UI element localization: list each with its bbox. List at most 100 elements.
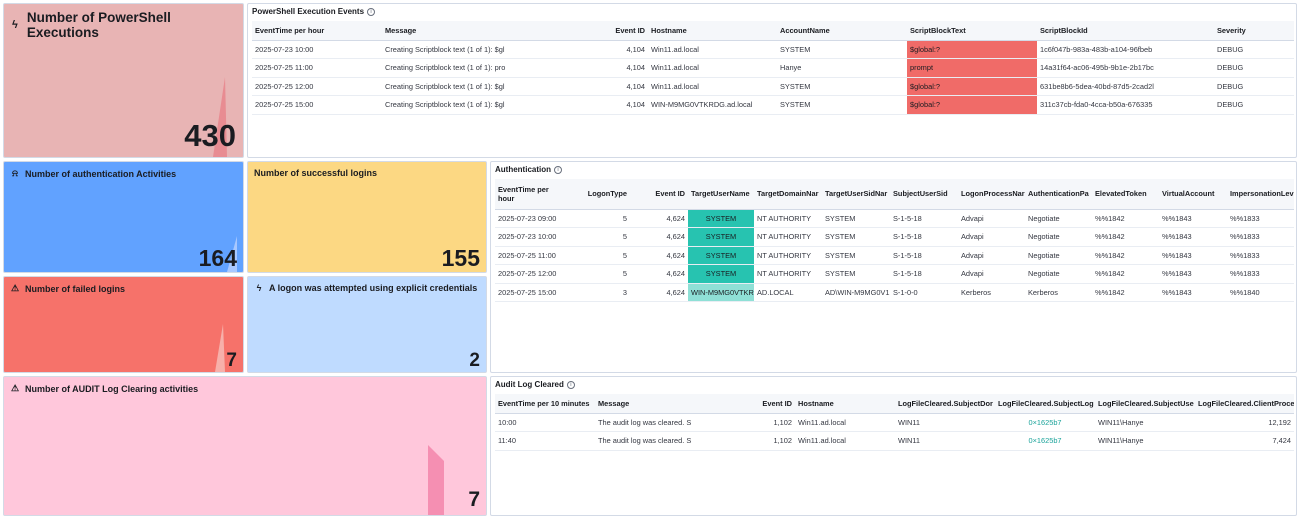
column-header[interactable]: ImpersonationLev xyxy=(1227,179,1294,210)
table-cell: DEBUG xyxy=(1214,95,1294,115)
table-cell: Win11.ad.local xyxy=(648,40,777,59)
column-header[interactable]: Hostname xyxy=(648,21,777,41)
table-cell: WIN11 xyxy=(895,431,995,451)
metric-title: ⚠ Number of failed logins xyxy=(10,283,126,294)
table-row[interactable]: 2025-07-25 15:00 Creating Scriptblock te… xyxy=(252,95,1294,115)
table-row[interactable]: 2025-07-25 15:00 3 4,624 WIN-M9MG0VTKR A… xyxy=(495,283,1294,302)
column-header[interactable]: Severity xyxy=(1214,21,1294,41)
table-cell: S-1-0-0 xyxy=(890,283,958,302)
column-header[interactable]: Event ID xyxy=(554,21,648,41)
column-header[interactable]: LogFileCleared.ClientProce xyxy=(1195,394,1294,414)
metric-powershell-executions[interactable]: ϟ Number of PowerShell Executions 430 xyxy=(3,3,244,158)
sparkline xyxy=(213,77,227,157)
panel-title: Audit Log Cleared i xyxy=(495,380,575,389)
table-cell: 11:40 xyxy=(495,431,595,451)
column-header[interactable]: LogFileCleared.SubjectLog xyxy=(995,394,1095,414)
table-cell: 12,192 xyxy=(1195,413,1294,432)
table-cell: The audit log was cleared. S xyxy=(595,413,695,432)
info-icon[interactable]: i xyxy=(566,380,575,389)
table-row[interactable]: 2025-07-23 10:00 5 4,624 SYSTEM NT AUTHO… xyxy=(495,227,1294,247)
table-cell-highlight: $global:? xyxy=(907,95,1037,115)
column-header[interactable]: TargetUserName xyxy=(688,179,754,210)
metric-explicit-credentials[interactable]: ϟ A logon was attempted using explicit c… xyxy=(247,276,487,373)
table-cell: 2025-07-25 15:00 xyxy=(252,95,382,115)
table-cell: Creating Scriptblock text (1 of 1): pro xyxy=(382,58,554,78)
table-row[interactable]: 2025-07-23 09:00 5 4,624 SYSTEM NT AUTHO… xyxy=(495,209,1294,228)
column-header[interactable]: LogonType xyxy=(562,179,630,210)
table-cell: Advapi xyxy=(958,227,1025,247)
table-cell: %%1833 xyxy=(1227,264,1294,284)
metric-successful-logins[interactable]: Number of successful logins 155 xyxy=(247,161,487,273)
sparkline xyxy=(215,324,225,372)
table-cell: 2025-07-23 10:00 xyxy=(495,227,562,247)
column-header[interactable]: Message xyxy=(382,21,554,41)
column-header[interactable]: VirtualAccount xyxy=(1159,179,1227,210)
table-cell-highlight: WIN-M9MG0VTKR xyxy=(688,283,754,302)
column-header[interactable]: SubjectUserSid xyxy=(890,179,958,210)
bolt-icon: ϟ xyxy=(256,283,262,293)
table-row[interactable]: 11:40 The audit log was cleared. S 1,102… xyxy=(495,431,1294,451)
table-row[interactable]: 2025-07-25 12:00 5 4,624 SYSTEM NT AUTHO… xyxy=(495,264,1294,284)
table-cell: SYSTEM xyxy=(822,227,890,247)
table-cell: %%1833 xyxy=(1227,227,1294,247)
column-header[interactable]: TargetUserSidNar xyxy=(822,179,890,210)
metric-title: ⍾ Number of authentication Activities xyxy=(10,168,176,179)
table-cell: 10:00 xyxy=(495,413,595,432)
audit-log-panel: Audit Log Cleared i EventTime per 10 min… xyxy=(490,376,1297,516)
warning-icon: ⚠ xyxy=(10,383,20,393)
column-header[interactable]: AccountName xyxy=(777,21,907,41)
table-cell-highlight: $global:? xyxy=(907,40,1037,59)
metric-failed-logins[interactable]: ⚠ Number of failed logins 7 xyxy=(3,276,244,373)
table-row[interactable]: 2025-07-25 11:00 Creating Scriptblock te… xyxy=(252,58,1294,78)
table-row[interactable]: 10:00 The audit log was cleared. S 1,102… xyxy=(495,413,1294,432)
column-header[interactable]: TargetDomainNar xyxy=(754,179,822,210)
table-cell: Negotiate xyxy=(1025,209,1092,228)
table-cell: %%1833 xyxy=(1227,246,1294,265)
table-cell: AD.LOCAL xyxy=(754,283,822,302)
column-header[interactable]: EventTime per hour xyxy=(252,21,382,41)
column-header[interactable]: ScriptBlockId xyxy=(1037,21,1214,41)
table-cell: 0×1625b7 xyxy=(995,413,1095,432)
bell-icon: ⍾ xyxy=(12,168,18,178)
column-header[interactable]: Event ID xyxy=(630,179,688,210)
table-cell: WIN11\Hanye xyxy=(1095,413,1195,432)
table-cell: DEBUG xyxy=(1214,40,1294,59)
table-cell-highlight: SYSTEM xyxy=(688,209,754,228)
powershell-events-panel: PowerShell Execution Events i EventTime … xyxy=(247,3,1297,158)
column-header[interactable]: AuthenticationPa xyxy=(1025,179,1092,210)
metric-audit-log-clearing[interactable]: ⚠ Number of AUDIT Log Clearing activitie… xyxy=(3,376,487,516)
table-cell: %%1843 xyxy=(1159,209,1227,228)
metric-authentication-activities[interactable]: ⍾ Number of authentication Activities 16… xyxy=(3,161,244,273)
column-header[interactable]: EventTime per 10 minutes xyxy=(495,394,595,414)
table-cell: Win11.ad.local xyxy=(795,431,895,451)
table-cell: 4,104 xyxy=(554,40,648,59)
table-row[interactable]: 2025-07-25 12:00 Creating Scriptblock te… xyxy=(252,77,1294,96)
table-cell-highlight: SYSTEM xyxy=(688,227,754,247)
table-cell: Creating Scriptblock text (1 of 1): $gl xyxy=(382,77,554,96)
info-icon[interactable]: i xyxy=(367,7,376,16)
table-cell: Negotiate xyxy=(1025,264,1092,284)
table-cell: NT AUTHORITY xyxy=(754,227,822,247)
column-header[interactable]: LogFileCleared.SubjectUse xyxy=(1095,394,1195,414)
metric-title: Number of successful logins xyxy=(254,168,378,178)
info-icon[interactable]: i xyxy=(554,165,562,174)
column-header[interactable]: ScriptBlockText xyxy=(907,21,1037,41)
column-header[interactable]: ElevatedToken xyxy=(1092,179,1159,210)
column-header[interactable]: EventTime per hour xyxy=(495,179,562,210)
table-cell: 1,102 xyxy=(695,413,795,432)
table-cell: 3 xyxy=(562,283,630,302)
table-cell: 2025-07-25 11:00 xyxy=(252,58,382,78)
table-row[interactable]: 2025-07-25 11:00 5 4,624 SYSTEM NT AUTHO… xyxy=(495,246,1294,265)
metric-title: ⚠ Number of AUDIT Log Clearing activitie… xyxy=(10,383,199,394)
column-header[interactable]: Hostname xyxy=(795,394,895,414)
column-header[interactable]: Event ID xyxy=(695,394,795,414)
table-cell: Advapi xyxy=(958,209,1025,228)
table-cell: 2025-07-25 12:00 xyxy=(495,264,562,284)
table-row[interactable]: 2025-07-23 10:00 Creating Scriptblock te… xyxy=(252,40,1294,59)
column-header[interactable]: Message xyxy=(595,394,695,414)
column-header[interactable]: LogFileCleared.SubjectDor xyxy=(895,394,995,414)
table-cell: Negotiate xyxy=(1025,227,1092,247)
table-cell: NT AUTHORITY xyxy=(754,264,822,284)
table-cell: %%1842 xyxy=(1092,246,1159,265)
column-header[interactable]: LogonProcessNar xyxy=(958,179,1025,210)
